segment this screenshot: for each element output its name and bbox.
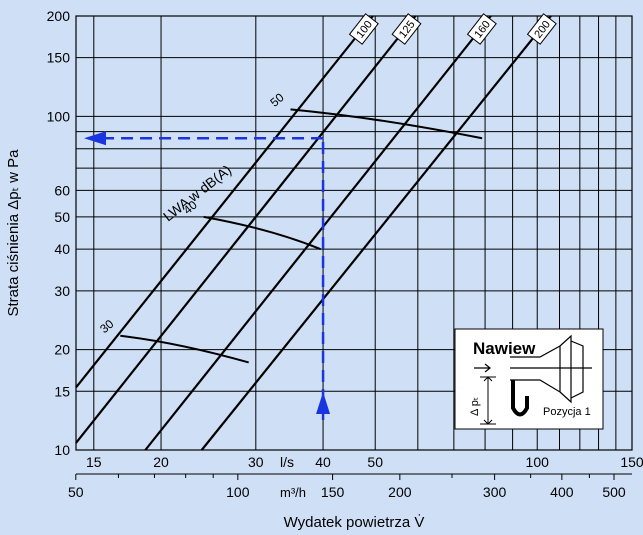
x-tick-label-m3h: 400 [550, 484, 574, 500]
y-axis-ticks: 10 15 20 30 40 50 60 100 150 200 [47, 8, 71, 458]
x-tick-label-m3h: 150 [321, 484, 345, 500]
x-tick-label-m3h: 500 [602, 484, 626, 500]
x-tick-label-ls: 50 [367, 454, 383, 470]
sound-curve-label-30: 30 [97, 317, 116, 337]
series-label-box [466, 13, 497, 45]
y-tick-label: 100 [47, 108, 71, 124]
series-line-160 [144, 15, 492, 451]
pressure-marker-icon [480, 376, 496, 425]
example-arrows [84, 131, 331, 420]
flow-arrow-icon [474, 363, 491, 373]
inset-position-label: Pozycja 1 [543, 406, 591, 418]
y-axis-label: Strata ciśnienia Δpₜ w Pa [5, 149, 22, 317]
inset-panel [454, 328, 604, 430]
series-label-160: 160 [466, 13, 497, 45]
x-tick-label-ls: 15 [86, 454, 102, 470]
x-axis-label: Wydatek powietrza V̇ [284, 514, 425, 531]
sound-curve-30 [120, 334, 249, 364]
x-tick-label-ls: 150 [620, 454, 643, 470]
y-tick-label: 50 [54, 209, 70, 225]
x-unit-m3h: m³/h [280, 485, 306, 500]
sound-level-label: LWA w dB(A) [160, 161, 234, 224]
u-tube-icon [511, 380, 529, 417]
inset-pressure-symbol: Δ pₜ [469, 397, 481, 416]
sound-curve-label-50: 50 [267, 90, 286, 110]
y-tick-label: 10 [54, 442, 70, 458]
x-axis-ticks-m3h: 50 100 150 200 300 400 500 [68, 473, 632, 500]
series-label-box [526, 13, 557, 45]
x-tick-label-ls: 20 [153, 454, 169, 470]
inset-title: Nawiew [473, 339, 536, 358]
x-tick-label-m3h: 100 [226, 484, 250, 500]
x-axis-ticks-ls: 15 20 30 40 50 100 150 [86, 454, 643, 470]
example-left-arrow [84, 131, 106, 146]
inset-diagram: Nawiew Δ pₜ Pozycja 1 [454, 328, 604, 430]
y-tick-label: 30 [54, 283, 70, 299]
grid [76, 15, 633, 451]
series-label-box [348, 13, 379, 45]
x-tick-label-m3h: 300 [483, 484, 507, 500]
series-label-100: 100 [348, 13, 379, 45]
series-label-200: 200 [526, 13, 557, 45]
y-tick-label: 150 [47, 50, 71, 66]
x-unit-ls: l/s [280, 454, 294, 470]
duct-icon [510, 334, 592, 404]
series-line-100 [75, 15, 374, 389]
example-up-arrow [316, 392, 331, 414]
x-tick-label-m3h: 200 [388, 484, 412, 500]
duct-size-lines: 100 125 160 200 [75, 13, 557, 451]
series-label-125: 125 [391, 13, 422, 45]
x-tick-label-ls: 40 [315, 454, 331, 470]
x-tick-label-m3h: 50 [68, 484, 84, 500]
y-tick-label: 20 [54, 342, 70, 358]
sound-curve-50 [290, 108, 483, 140]
y-tick-label: 200 [47, 8, 71, 24]
y-tick-label: 15 [54, 383, 70, 399]
y-tick-label: 40 [54, 241, 70, 257]
x-tick-label-ls: 30 [248, 454, 264, 470]
series-line-125 [75, 15, 417, 444]
y-tick-label: 60 [54, 182, 70, 198]
sound-curve-40 [203, 215, 322, 251]
series-label-box [391, 13, 422, 45]
x-tick-label-ls: 100 [526, 454, 550, 470]
series-line-200 [200, 15, 552, 451]
